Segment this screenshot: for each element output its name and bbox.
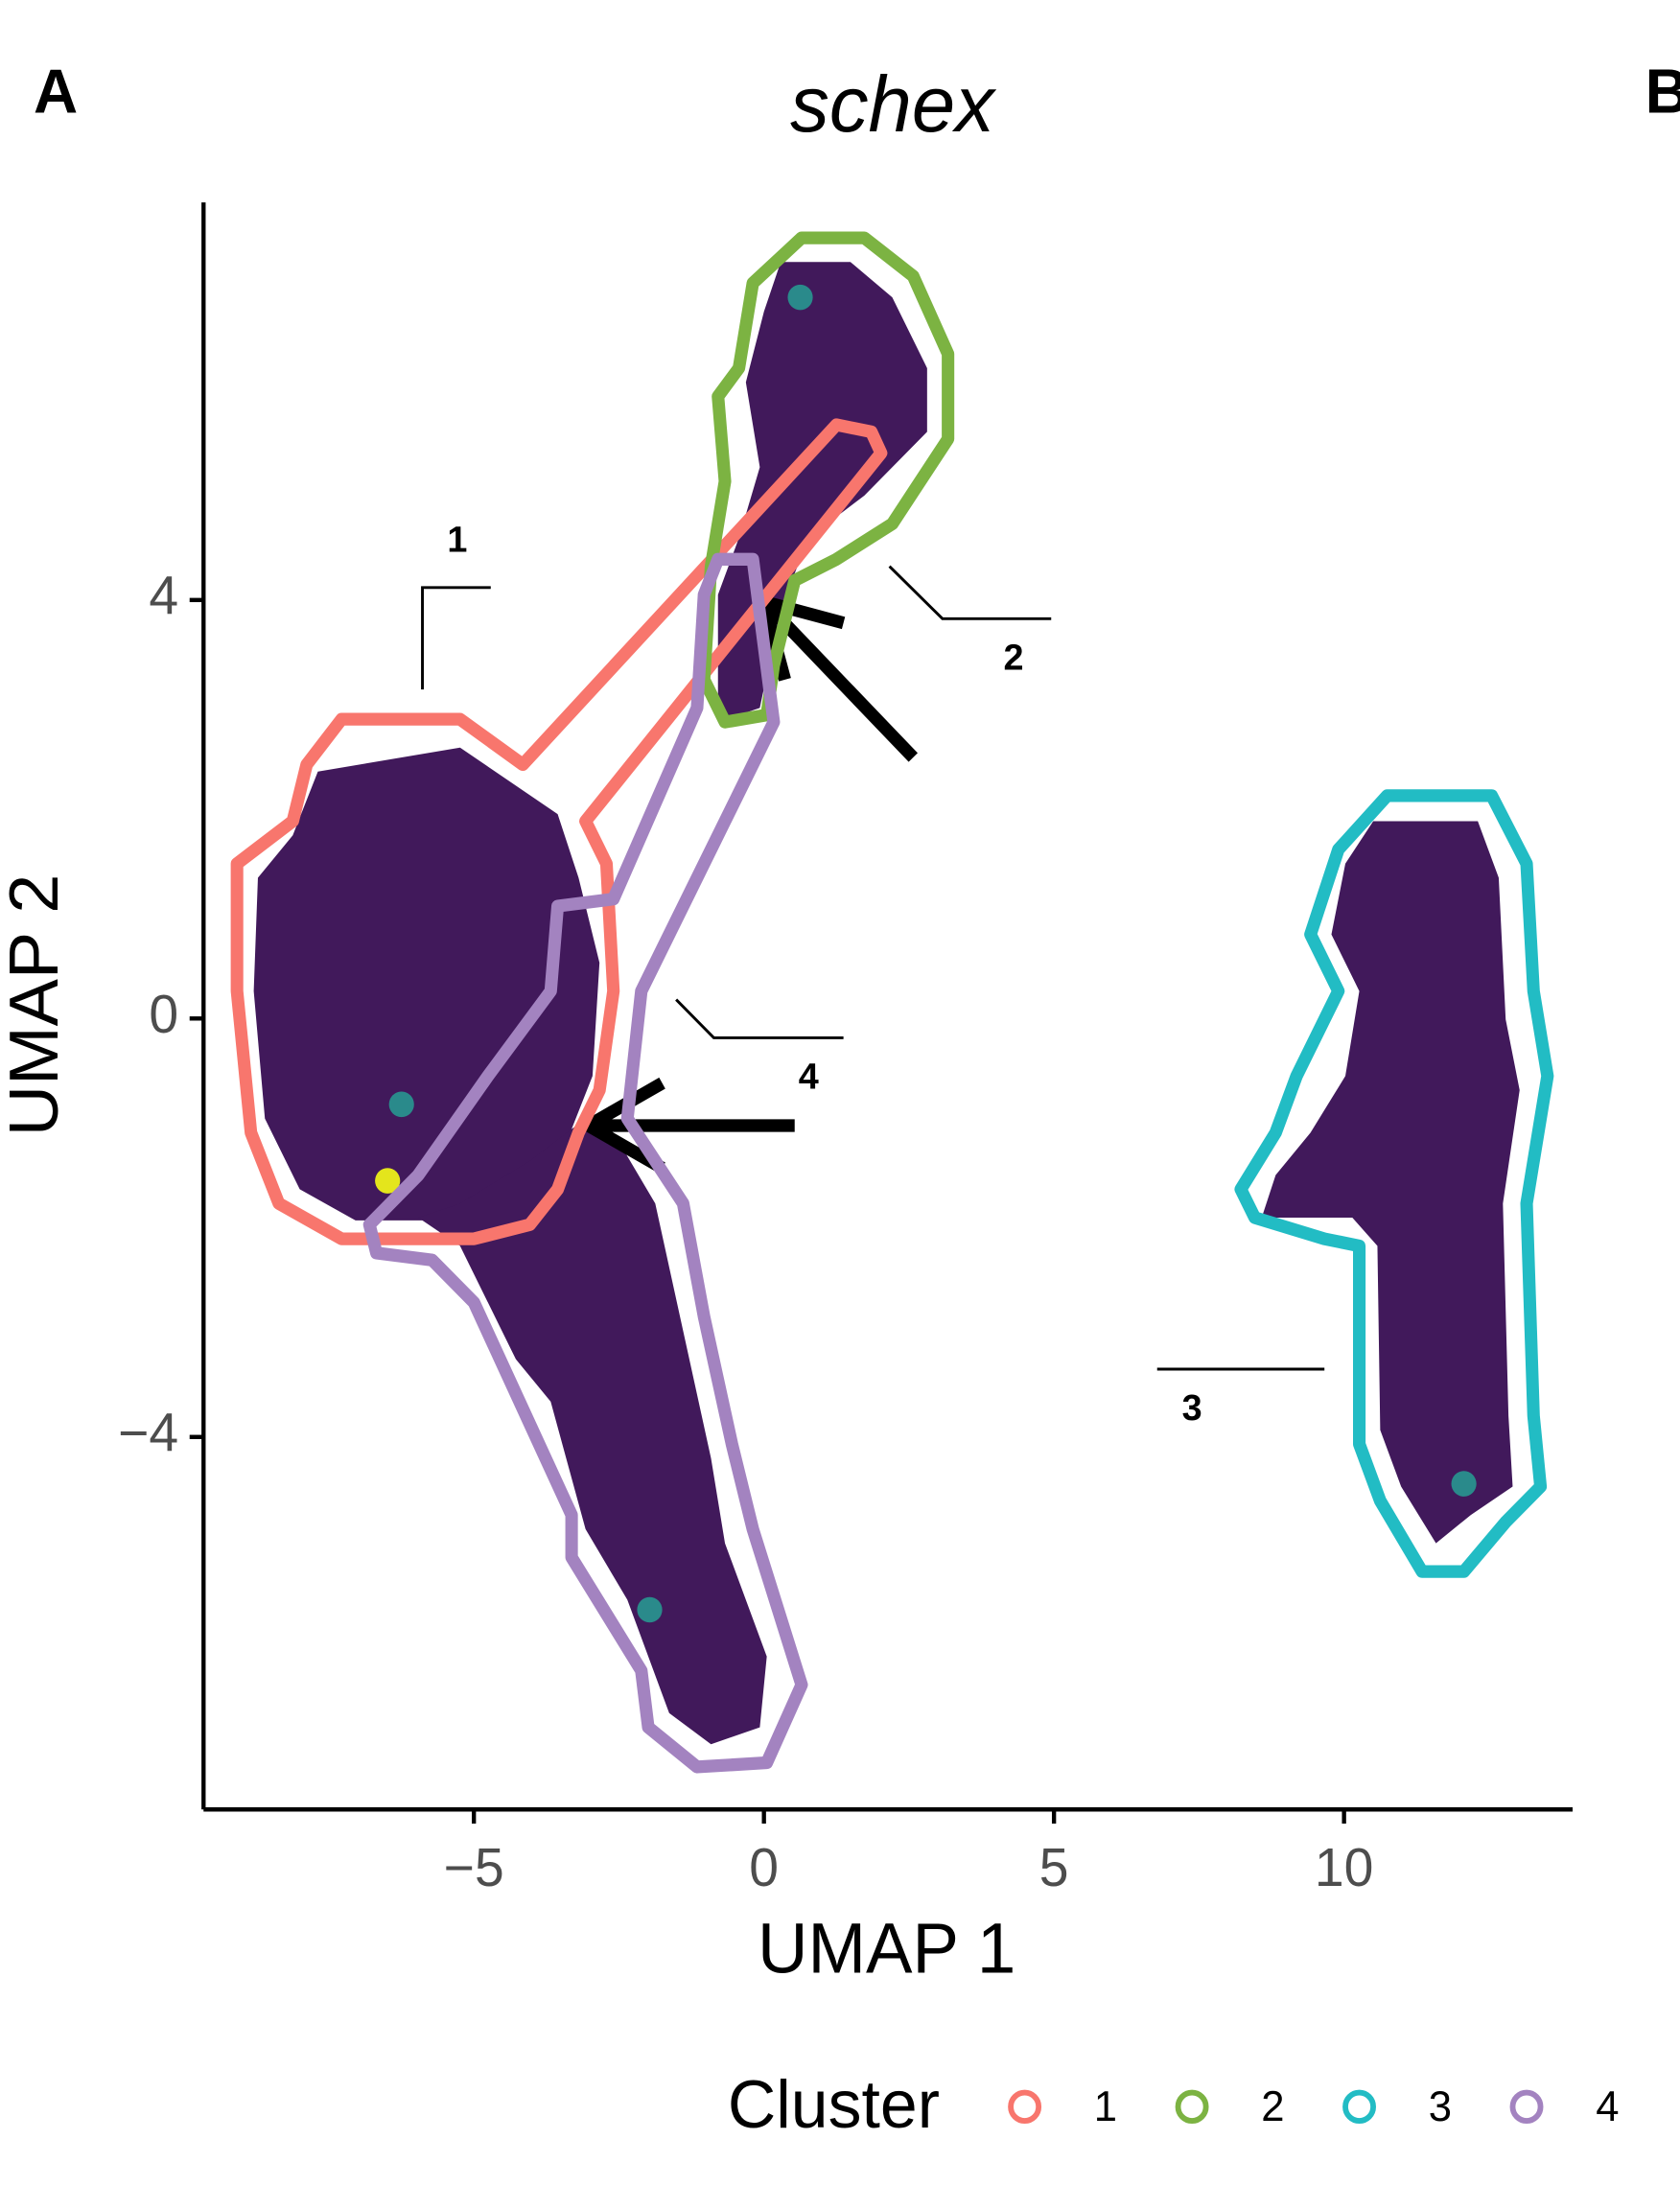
panel-label: B bbox=[1645, 57, 1680, 127]
hex-highlight bbox=[388, 1091, 414, 1118]
hex-highlight bbox=[637, 1596, 663, 1623]
legend-marker bbox=[1509, 2089, 1544, 2125]
legend-label: 1 bbox=[1094, 2083, 1117, 2130]
x-tick-label: 5 bbox=[1039, 1838, 1069, 1897]
annotation-line bbox=[675, 998, 844, 1039]
annotation: 3 bbox=[1182, 1388, 1202, 1429]
legend-marker bbox=[1175, 2089, 1209, 2125]
chart-title: schex bbox=[790, 60, 997, 149]
plot-area: A B schex UMAP 1 UMAP 2 1 2 4 3 Cluster … bbox=[0, 57, 1680, 2142]
annotation-line bbox=[421, 586, 491, 690]
y-tick-label: 0 bbox=[149, 985, 178, 1044]
hex-region bbox=[418, 1118, 767, 1745]
cluster-outline bbox=[230, 418, 888, 1245]
legend-title: Cluster bbox=[728, 2066, 940, 2143]
legend-label: 3 bbox=[1429, 2083, 1452, 2130]
annotation: 4 bbox=[799, 1057, 819, 1097]
annotation: 2 bbox=[1003, 638, 1023, 678]
x-tick-label: −5 bbox=[444, 1838, 504, 1897]
legend-marker bbox=[1008, 2089, 1042, 2125]
x-axis-title: UMAP 1 bbox=[758, 1909, 1015, 1988]
annotation-line bbox=[888, 565, 1052, 620]
y-tick-label: 4 bbox=[149, 566, 178, 625]
legend-label: 4 bbox=[1596, 2083, 1619, 2130]
panel-label: A bbox=[34, 57, 78, 127]
hex-region bbox=[253, 747, 600, 1221]
annotation: 1 bbox=[447, 520, 467, 560]
cluster-outline bbox=[1234, 789, 1554, 1578]
hex-highlight bbox=[787, 284, 813, 311]
y-axis-title: UMAP 2 bbox=[0, 874, 73, 1137]
legend-label: 2 bbox=[1261, 2083, 1284, 2130]
hex-region bbox=[1261, 821, 1520, 1544]
cluster-outline bbox=[362, 552, 808, 1774]
hex-highlight bbox=[375, 1168, 401, 1194]
x-tick-label: 0 bbox=[749, 1838, 779, 1897]
y-tick-label: −4 bbox=[118, 1403, 178, 1462]
legend-marker bbox=[1342, 2089, 1376, 2125]
hex-highlight bbox=[1451, 1471, 1477, 1497]
x-tick-label: 10 bbox=[1315, 1838, 1373, 1897]
